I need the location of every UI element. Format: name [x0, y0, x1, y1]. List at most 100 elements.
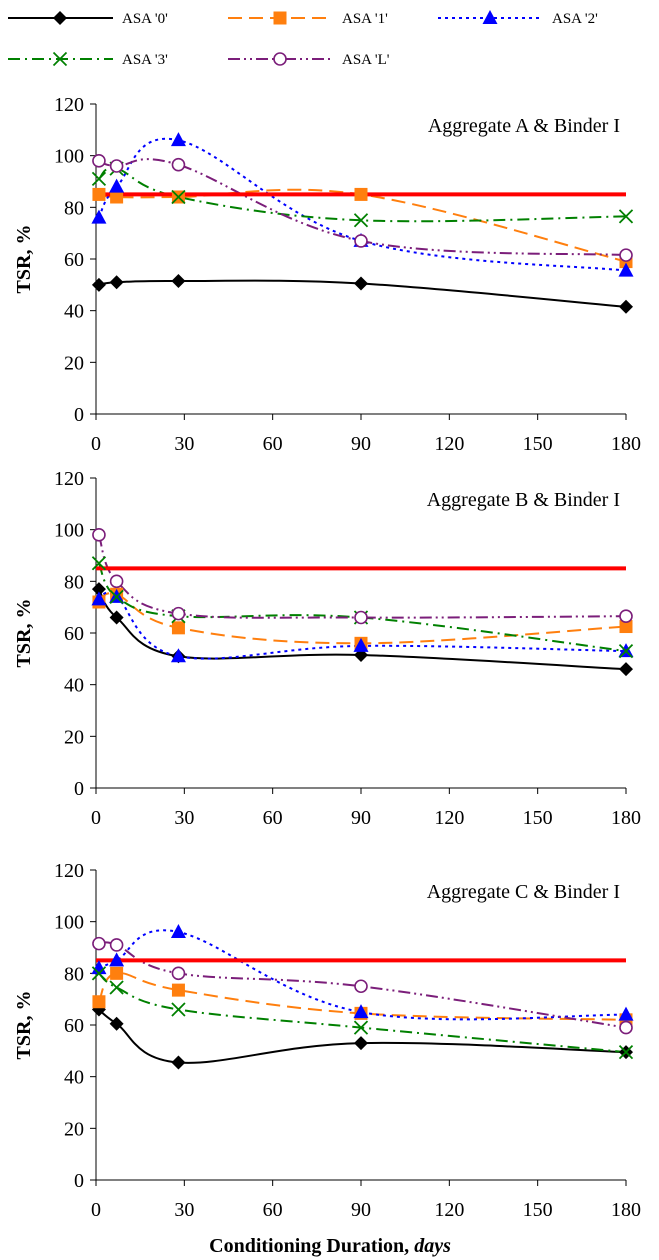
y-tick-label: 20 [64, 1118, 84, 1140]
x-tick-label: 0 [91, 433, 101, 455]
y-tick-label: 60 [64, 623, 84, 645]
series-0-point-3 [354, 1036, 368, 1051]
legend-label-3: ASA '3' [122, 52, 168, 68]
y-tick-label: 20 [64, 726, 84, 748]
legend-label-4: ASA 'L' [342, 52, 390, 68]
series-3-point-4 [618, 1044, 634, 1060]
x-tick-label: 30 [174, 1199, 194, 1221]
series-3-point-2 [171, 1002, 186, 1017]
series-2-point-4 [618, 1006, 634, 1021]
x-tick-label: 180 [611, 433, 641, 455]
series-3-point-4-stroke-b [618, 209, 634, 224]
series-4-point-1 [109, 574, 124, 589]
legend-marker-2 [482, 10, 498, 24]
series-3-point-4 [618, 643, 634, 659]
x-tick-label: 60 [263, 433, 283, 455]
series-3-point-0-stroke-b [91, 556, 107, 571]
series-3-point-0-stroke-b [91, 171, 107, 187]
series-3-point-0 [91, 556, 107, 571]
x-tick-label: 30 [174, 433, 194, 455]
y-axis-label: TSR, % [13, 991, 35, 1060]
series-line-4 [97, 534, 627, 619]
series-0-point-0 [91, 582, 106, 597]
y-tick-label: 120 [54, 468, 84, 490]
x-tick-label: 90 [351, 433, 371, 455]
series-3-point-2-stroke-b [171, 1002, 186, 1017]
x-tick-label: 0 [91, 1199, 101, 1221]
series-2-point-1 [109, 952, 125, 967]
y-tick-label: 0 [74, 778, 84, 800]
x-tick-label: 180 [611, 807, 641, 829]
series-1-point-1 [110, 190, 124, 204]
series-3-point-4 [618, 209, 634, 224]
x-tick-label: 180 [611, 1199, 641, 1221]
legend-label-1: ASA '1' [342, 11, 388, 27]
series-4-point-2 [171, 966, 186, 981]
series-3-point-4-stroke-b [618, 643, 634, 659]
panel-title: Aggregate C & Binder I [427, 881, 620, 903]
y-axis-label: TSR, % [13, 599, 35, 668]
legend-item-4: ASA 'L' [228, 52, 390, 68]
series-3-point-0 [91, 966, 107, 981]
series-0-point-2 [171, 1055, 186, 1070]
y-axis-label: TSR, % [13, 225, 35, 294]
series-0-point-2 [171, 273, 186, 288]
panel-aggregate-a: 0 20 40 60 80 100 120 0 30 60 90 120 150 180 TSR, % Agg… [13, 94, 641, 455]
series-2-point-2 [170, 132, 186, 147]
series-2-point-4 [618, 262, 634, 277]
x-tick-label: 90 [351, 1199, 371, 1221]
series-3-point-1-stroke-b [109, 980, 124, 995]
series-4-point-4 [619, 248, 633, 262]
series-4-point-3 [354, 979, 368, 994]
series-4-point-0 [92, 154, 106, 168]
series-4-point-0 [92, 528, 106, 542]
y-tick-label: 80 [64, 571, 84, 593]
y-tick-label: 0 [74, 1170, 84, 1192]
x-axis-label-main: Conditioning Duration, [209, 1235, 414, 1257]
series-4-point-0 [92, 936, 106, 951]
legend-marker-4 [273, 52, 287, 66]
panel-aggregate-c: 0 20 40 60 80 100 120 0 30 60 90 120 150 180 TSR, % Agg… [13, 860, 641, 1221]
series-4-point-3 [354, 234, 368, 248]
y-tick-label: 40 [64, 1067, 84, 1089]
legend-marker-3-stroke-b [52, 51, 68, 67]
y-tick-label: 80 [64, 197, 84, 219]
x-tick-label: 150 [523, 1199, 553, 1221]
panel-title: Aggregate A & Binder I [428, 115, 620, 137]
y-tick-label: 100 [54, 912, 84, 934]
x-tick-label: 120 [434, 807, 464, 829]
y-tick-label: 60 [64, 1015, 84, 1037]
series-line-3 [98, 972, 627, 1054]
series-line-4 [98, 158, 627, 257]
series-0-point-3 [354, 276, 368, 291]
series-3-point-1 [109, 980, 124, 995]
series-3-point-1 [109, 589, 124, 604]
panel-title: Aggregate B & Binder I [427, 489, 620, 511]
series-1-point-3 [354, 187, 368, 201]
legend-marker-3 [52, 51, 68, 67]
x-tick-label: 150 [523, 433, 553, 455]
panel-aggregate-b: 0 20 40 60 80 100 120 0 30 60 90 120 150 180 TSR, % Agg… [13, 468, 641, 829]
y-tick-label: 40 [64, 675, 84, 697]
y-tick-label: 100 [54, 520, 84, 542]
series-3-point-0-stroke-b [91, 966, 107, 981]
y-tick-label: 0 [74, 404, 84, 426]
series-3-point-3-stroke-b [353, 1020, 369, 1035]
series-4-point-4 [619, 1020, 633, 1035]
series-1-point-0 [92, 995, 106, 1009]
series-2-point-3 [353, 1004, 369, 1019]
series-line-1 [97, 972, 627, 1021]
series-1-point-2 [171, 983, 185, 997]
series-1-point-2 [171, 621, 185, 635]
legend-item-2: ASA '2' [438, 10, 598, 27]
x-axis-label-unit: days [414, 1235, 451, 1257]
series-0-point-1 [109, 610, 124, 625]
x-tick-label: 150 [523, 807, 553, 829]
x-tick-label: 60 [263, 1199, 283, 1221]
series-3-point-0 [91, 171, 107, 187]
series-0-point-1 [109, 1016, 124, 1031]
x-tick-label: 60 [263, 807, 283, 829]
series-1-point-0 [92, 187, 106, 201]
